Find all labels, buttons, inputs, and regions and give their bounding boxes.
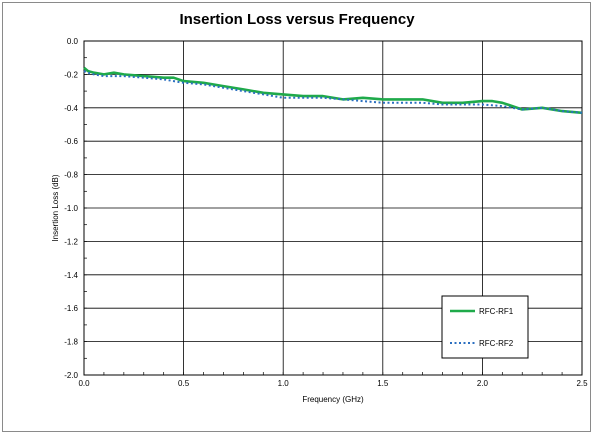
y-axis-label: Insertion Loss (dB): [51, 174, 60, 241]
y-tick-label: -0.2: [64, 70, 78, 79]
legend-label: RFC-RF1: [479, 307, 514, 316]
series-line-rfc-rf1: [83, 66, 583, 115]
x-tick-label: 1.5: [377, 379, 389, 388]
x-tick-label: 2.5: [576, 379, 588, 388]
x-tick-label: 0.5: [178, 379, 190, 388]
series-line-rfc-rf2: [83, 70, 583, 114]
y-tick-label: -1.6: [64, 304, 78, 313]
y-tick-label: -0.6: [64, 137, 78, 146]
y-tick-label: -1.8: [64, 338, 78, 347]
legend-box: [441, 295, 529, 359]
legend-label: RFC-RF2: [479, 339, 514, 348]
x-tick-label: 1.0: [278, 379, 290, 388]
y-tick-label: -0.8: [64, 171, 78, 180]
y-tick-label: -0.4: [64, 104, 78, 113]
x-tick-label: 0.0: [78, 379, 90, 388]
y-tick-label: -1.4: [64, 271, 78, 280]
x-tick-label: 2.0: [477, 379, 489, 388]
y-tick-label: -1.2: [64, 237, 78, 246]
x-axis-label: Frequency (GHz): [302, 395, 364, 404]
y-tick-label: 0.0: [67, 37, 79, 46]
chart-title: Insertion Loss versus Frequency: [179, 11, 415, 28]
y-tick-label: -1.0: [64, 204, 78, 213]
y-tick-label: -2.0: [64, 371, 78, 380]
